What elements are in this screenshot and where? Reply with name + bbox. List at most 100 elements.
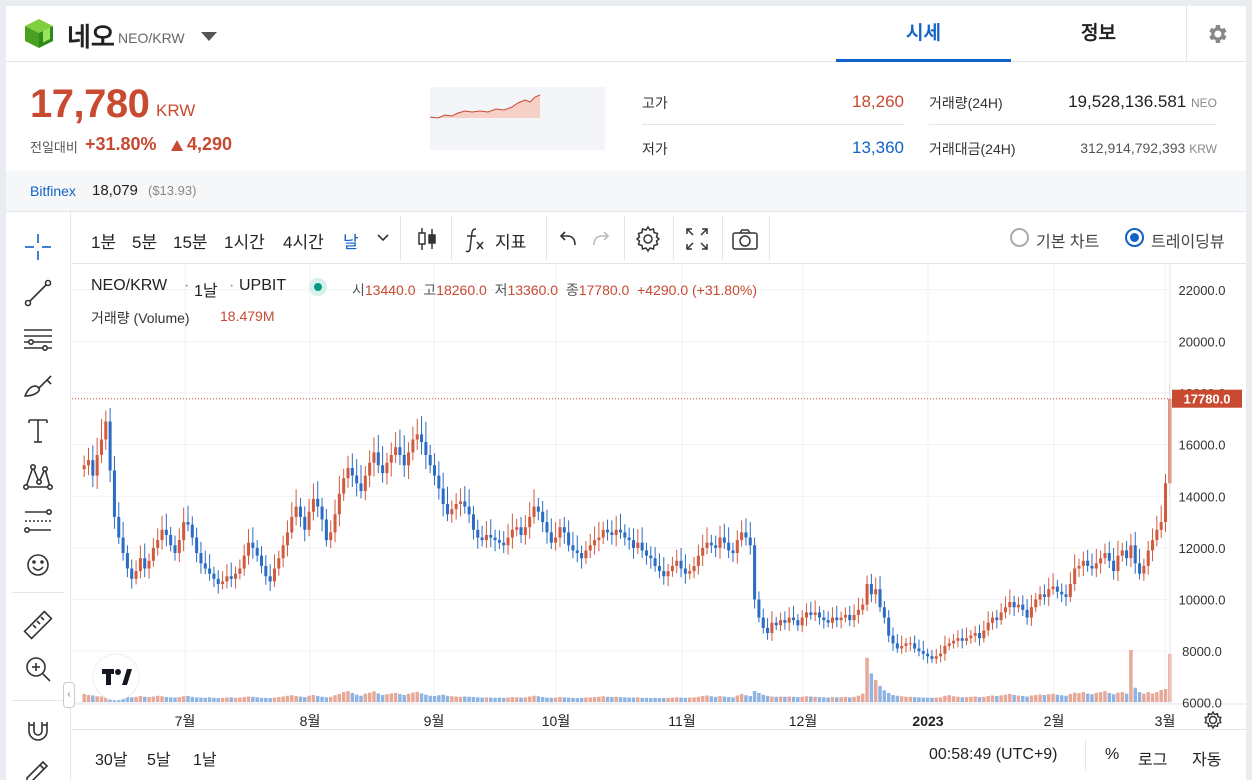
candle-body <box>164 529 168 535</box>
legend-volume-value: 18.479M <box>220 308 275 324</box>
timeframe-chevron-down-icon[interactable] <box>376 233 390 243</box>
candle-body <box>965 638 969 641</box>
candle-body <box>1133 545 1137 564</box>
range-1d[interactable]: 1날 <box>193 752 217 769</box>
price-axis[interactable]: 22000.020000.018000.016000.014000.012000… <box>1179 283 1226 711</box>
candle-body <box>247 542 251 556</box>
timeframe-15m[interactable]: 15분 <box>173 233 208 252</box>
toolbar-separator <box>400 216 401 260</box>
function-icon[interactable] <box>460 224 490 254</box>
candle-body <box>731 550 735 554</box>
candle-body <box>203 563 207 569</box>
candle-body <box>303 516 307 530</box>
timeframe-day[interactable]: 날 <box>343 233 359 252</box>
range-5d[interactable]: 5날 <box>147 752 171 769</box>
text-tool[interactable] <box>21 414 55 448</box>
candle-body <box>1120 550 1124 556</box>
brush-tool[interactable] <box>21 368 55 402</box>
volume-bar <box>501 697 506 702</box>
candles-icon[interactable] <box>412 224 442 254</box>
undo-icon[interactable] <box>553 224 583 254</box>
volume-bar <box>424 694 428 702</box>
volume-bar <box>731 697 735 702</box>
candle-body <box>1016 604 1020 608</box>
timezone-clock[interactable]: 00:58:49 (UTC+9) <box>929 746 1058 763</box>
auto-scale-toggle[interactable]: 자동 <box>1192 752 1222 769</box>
candle-body <box>134 571 138 579</box>
pattern-tool[interactable] <box>21 460 55 494</box>
timeframe-4h[interactable]: 4시간 <box>283 233 324 252</box>
fullscreen-icon[interactable] <box>682 224 712 254</box>
candle-body <box>415 434 419 440</box>
volume-bar <box>973 696 977 702</box>
volume-bar <box>999 695 1003 702</box>
volume-bar <box>380 694 385 702</box>
volume-bar <box>1012 694 1016 702</box>
trendline-tool[interactable] <box>21 276 55 310</box>
magnet-tool[interactable] <box>21 712 55 746</box>
volume-bar <box>843 696 848 702</box>
range-30d[interactable]: 30날 <box>95 752 128 769</box>
time-axis[interactable]: 7월 8월 9월 10월 11월 12월 2023 2월 3월 <box>175 713 1176 729</box>
indicators-button[interactable]: 지표 <box>495 233 527 252</box>
volume-bar <box>662 698 666 702</box>
time-axis-settings-gear-icon[interactable] <box>1204 710 1222 729</box>
tab-price[interactable]: 시세 <box>836 6 1011 62</box>
zoom-tool[interactable] <box>21 652 55 686</box>
volume-bar <box>354 694 359 702</box>
volume-bar <box>1116 692 1120 702</box>
coin-dropdown-chevron-icon[interactable] <box>201 32 217 41</box>
candle-body <box>225 576 229 582</box>
collapse-toolbar-button[interactable]: ‹ <box>63 682 75 708</box>
tradingview-logo-icon[interactable] <box>92 653 140 701</box>
timeframe-1m[interactable]: 1분 <box>91 233 117 252</box>
volume-bar <box>268 698 272 702</box>
redo-icon[interactable] <box>586 224 616 254</box>
candle-body <box>947 643 951 646</box>
bitfinex-label[interactable]: Bitfinex <box>30 183 76 199</box>
volume-bar <box>579 697 584 702</box>
ruler-tool[interactable] <box>21 608 55 642</box>
candle-body <box>130 568 134 579</box>
volume-bar <box>925 697 930 702</box>
percent-scale-toggle[interactable]: % <box>1105 746 1120 763</box>
candle-body <box>1012 602 1016 608</box>
candle-body <box>169 534 173 546</box>
chart-settings-gear-icon[interactable] <box>633 224 663 254</box>
candle-body <box>515 527 519 530</box>
change-percent: +31.80% <box>85 134 157 154</box>
basic-chart-radio[interactable] <box>1010 228 1029 247</box>
emoji-tool[interactable] <box>21 548 55 582</box>
timeframe-5m[interactable]: 5분 <box>132 233 158 252</box>
candle-body <box>1142 565 1146 574</box>
volume-bar <box>519 697 523 702</box>
log-scale-toggle[interactable]: 로그 <box>1138 752 1168 769</box>
timeframe-1h[interactable]: 1시간 <box>224 233 265 252</box>
lock-drawings-tool[interactable] <box>21 752 55 780</box>
volume-bar <box>675 697 679 702</box>
volume-bar <box>592 697 597 702</box>
tab-info[interactable]: 정보 <box>1081 23 1116 44</box>
settings-button[interactable] <box>1186 6 1246 62</box>
toolbar-separator <box>722 216 723 260</box>
amount-value: 312,914,792,393 <box>1080 140 1186 156</box>
volume-bar <box>934 697 938 702</box>
volume-bar <box>497 697 502 702</box>
candle-body <box>995 617 999 621</box>
horizontal-lines-tool[interactable] <box>21 322 55 356</box>
candle-body <box>463 501 467 507</box>
candle-body <box>1055 586 1059 592</box>
candle-body <box>242 555 246 569</box>
volume-bar <box>1142 693 1146 702</box>
candle-body <box>735 540 739 554</box>
price-chart[interactable]: 22000.020000.018000.016000.014000.012000… <box>72 264 1246 729</box>
tradingview-radio[interactable] <box>1125 228 1144 247</box>
camera-icon[interactable] <box>730 224 760 254</box>
tradingview-option[interactable]: 트레이딩뷰 <box>1125 226 1235 251</box>
forecast-tool[interactable] <box>21 504 55 538</box>
chart-grid <box>72 264 1170 704</box>
volume-bar <box>398 693 402 702</box>
volume-bar <box>402 694 406 702</box>
crosshair-tool[interactable] <box>21 230 55 264</box>
basic-chart-option[interactable]: 기본 차트 <box>1010 226 1115 251</box>
